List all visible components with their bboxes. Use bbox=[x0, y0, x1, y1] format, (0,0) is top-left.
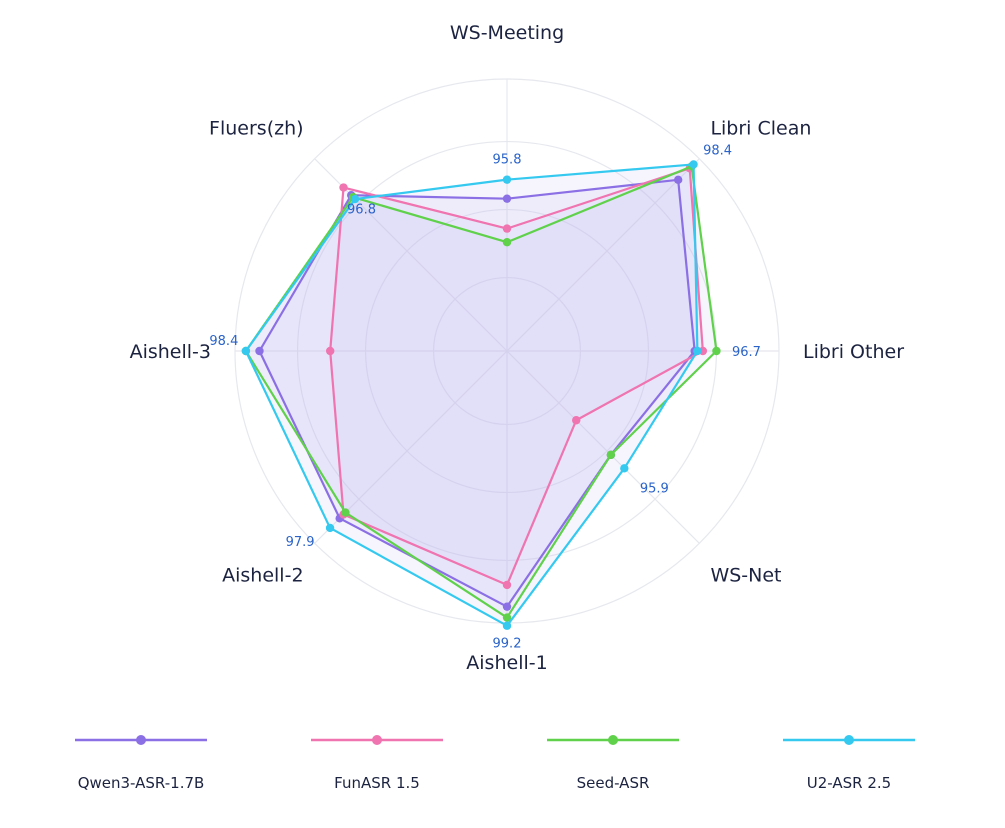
legend-item-seed-asr: Seed-ASR bbox=[547, 735, 679, 792]
axis-label-aishell-1: Aishell-1 bbox=[466, 652, 547, 674]
point-funasr-1-5-aishell-1 bbox=[502, 580, 512, 590]
point-u2-asr-2-5-aishell-1 bbox=[502, 621, 512, 630]
peak-labels: 95.8 98.4 96.7 95.9 99.2 97.9 98.4 96.8 bbox=[209, 143, 761, 651]
radar-fill bbox=[245, 164, 717, 626]
area-qwen3-asr-1-7b bbox=[259, 179, 695, 607]
point-funasr-1-5-ws-net bbox=[572, 416, 581, 425]
axis-labels: WS-Meeting Libri Clean Libri Other WS-Net Ai… bbox=[130, 22, 905, 674]
peak-label-aishell-1: 99.2 bbox=[493, 637, 522, 652]
point-qwen3-asr-1-7b-aishell-1 bbox=[502, 602, 512, 611]
peak-label-fluers-zh: 96.8 bbox=[347, 203, 376, 218]
legend-item-u2-asr-2-5: U2-ASR 2.5 bbox=[783, 735, 915, 792]
peak-label-ws-meeting: 95.8 bbox=[493, 153, 522, 168]
area-funasr-1-5 bbox=[330, 168, 703, 585]
point-u2-asr-2-5-ws-meeting bbox=[502, 175, 512, 184]
point-u2-asr-2-5-libri-clean bbox=[689, 160, 698, 169]
point-funasr-1-5-ws-meeting bbox=[502, 224, 512, 233]
point-seed-asr-libri-other bbox=[712, 346, 721, 356]
point-qwen3-asr-1-7b-libri-clean bbox=[673, 175, 683, 185]
peak-label-aishell-3: 98.4 bbox=[209, 334, 238, 349]
axis-label-fluers-zh: Fluers(zh) bbox=[209, 118, 304, 140]
axis-label-ws-net: WS-Net bbox=[710, 564, 781, 586]
legend-item-funasr-1-5: FunASR 1.5 bbox=[311, 735, 443, 792]
point-u2-asr-2-5-fluers-zh bbox=[350, 194, 360, 204]
point-seed-asr-aishell-1 bbox=[502, 613, 512, 622]
axis-label-libri-clean: Libri Clean bbox=[710, 118, 811, 140]
point-funasr-1-5-aishell-3 bbox=[326, 346, 335, 356]
point-seed-asr-aishell-2 bbox=[341, 508, 350, 517]
legend-label-seed-asr: Seed-ASR bbox=[577, 774, 650, 792]
point-seed-asr-ws-net bbox=[606, 450, 616, 460]
point-u2-asr-2-5-aishell-2 bbox=[325, 523, 335, 533]
legend-marker-seed-asr bbox=[608, 735, 618, 745]
point-qwen3-asr-1-7b-aishell-3 bbox=[255, 346, 264, 356]
area-seed-asr bbox=[245, 166, 717, 618]
point-u2-asr-2-5-aishell-3 bbox=[241, 346, 251, 356]
peak-label-ws-net: 95.9 bbox=[640, 481, 669, 496]
point-u2-asr-2-5-ws-net bbox=[620, 464, 629, 473]
radar-series bbox=[241, 160, 721, 630]
peak-label-libri-other: 96.7 bbox=[732, 345, 761, 360]
series-u2-asr-2-5 bbox=[241, 160, 702, 630]
axis-label-aishell-2: Aishell-2 bbox=[222, 564, 303, 586]
axis-label-aishell-3: Aishell-3 bbox=[130, 341, 211, 363]
axis-label-ws-meeting: WS-Meeting bbox=[450, 22, 564, 44]
point-qwen3-asr-1-7b-ws-meeting bbox=[502, 194, 512, 203]
point-seed-asr-ws-meeting bbox=[502, 238, 512, 247]
spoke-fluers-zh bbox=[314, 158, 508, 352]
legend-label-u2-asr-2-5: U2-ASR 2.5 bbox=[807, 774, 891, 792]
point-funasr-1-5-fluers-zh bbox=[339, 183, 348, 192]
legend: Qwen3-ASR-1.7B FunASR 1.5 Seed-ASR U2-ASR 2… bbox=[75, 735, 915, 792]
peak-label-libri-clean: 98.4 bbox=[703, 143, 732, 158]
axis-label-libri-other: Libri Other bbox=[803, 341, 904, 363]
spoke-ws-net bbox=[506, 350, 700, 544]
legend-label-funasr-1-5: FunASR 1.5 bbox=[334, 774, 420, 792]
legend-marker-u2-asr-2-5 bbox=[844, 735, 854, 745]
legend-marker-funasr-1-5 bbox=[372, 735, 382, 745]
peak-label-aishell-2: 97.9 bbox=[286, 535, 315, 550]
area-u2-asr-2-5 bbox=[245, 164, 698, 626]
legend-marker-qwen3-asr-1-7b bbox=[136, 735, 146, 745]
legend-label-qwen3-asr-1-7b: Qwen3-ASR-1.7B bbox=[78, 774, 205, 792]
point-u2-asr-2-5-libri-other bbox=[693, 346, 702, 356]
spoke-libri-clean bbox=[506, 158, 700, 352]
legend-item-qwen3-asr-1-7b: Qwen3-ASR-1.7B bbox=[75, 735, 207, 792]
